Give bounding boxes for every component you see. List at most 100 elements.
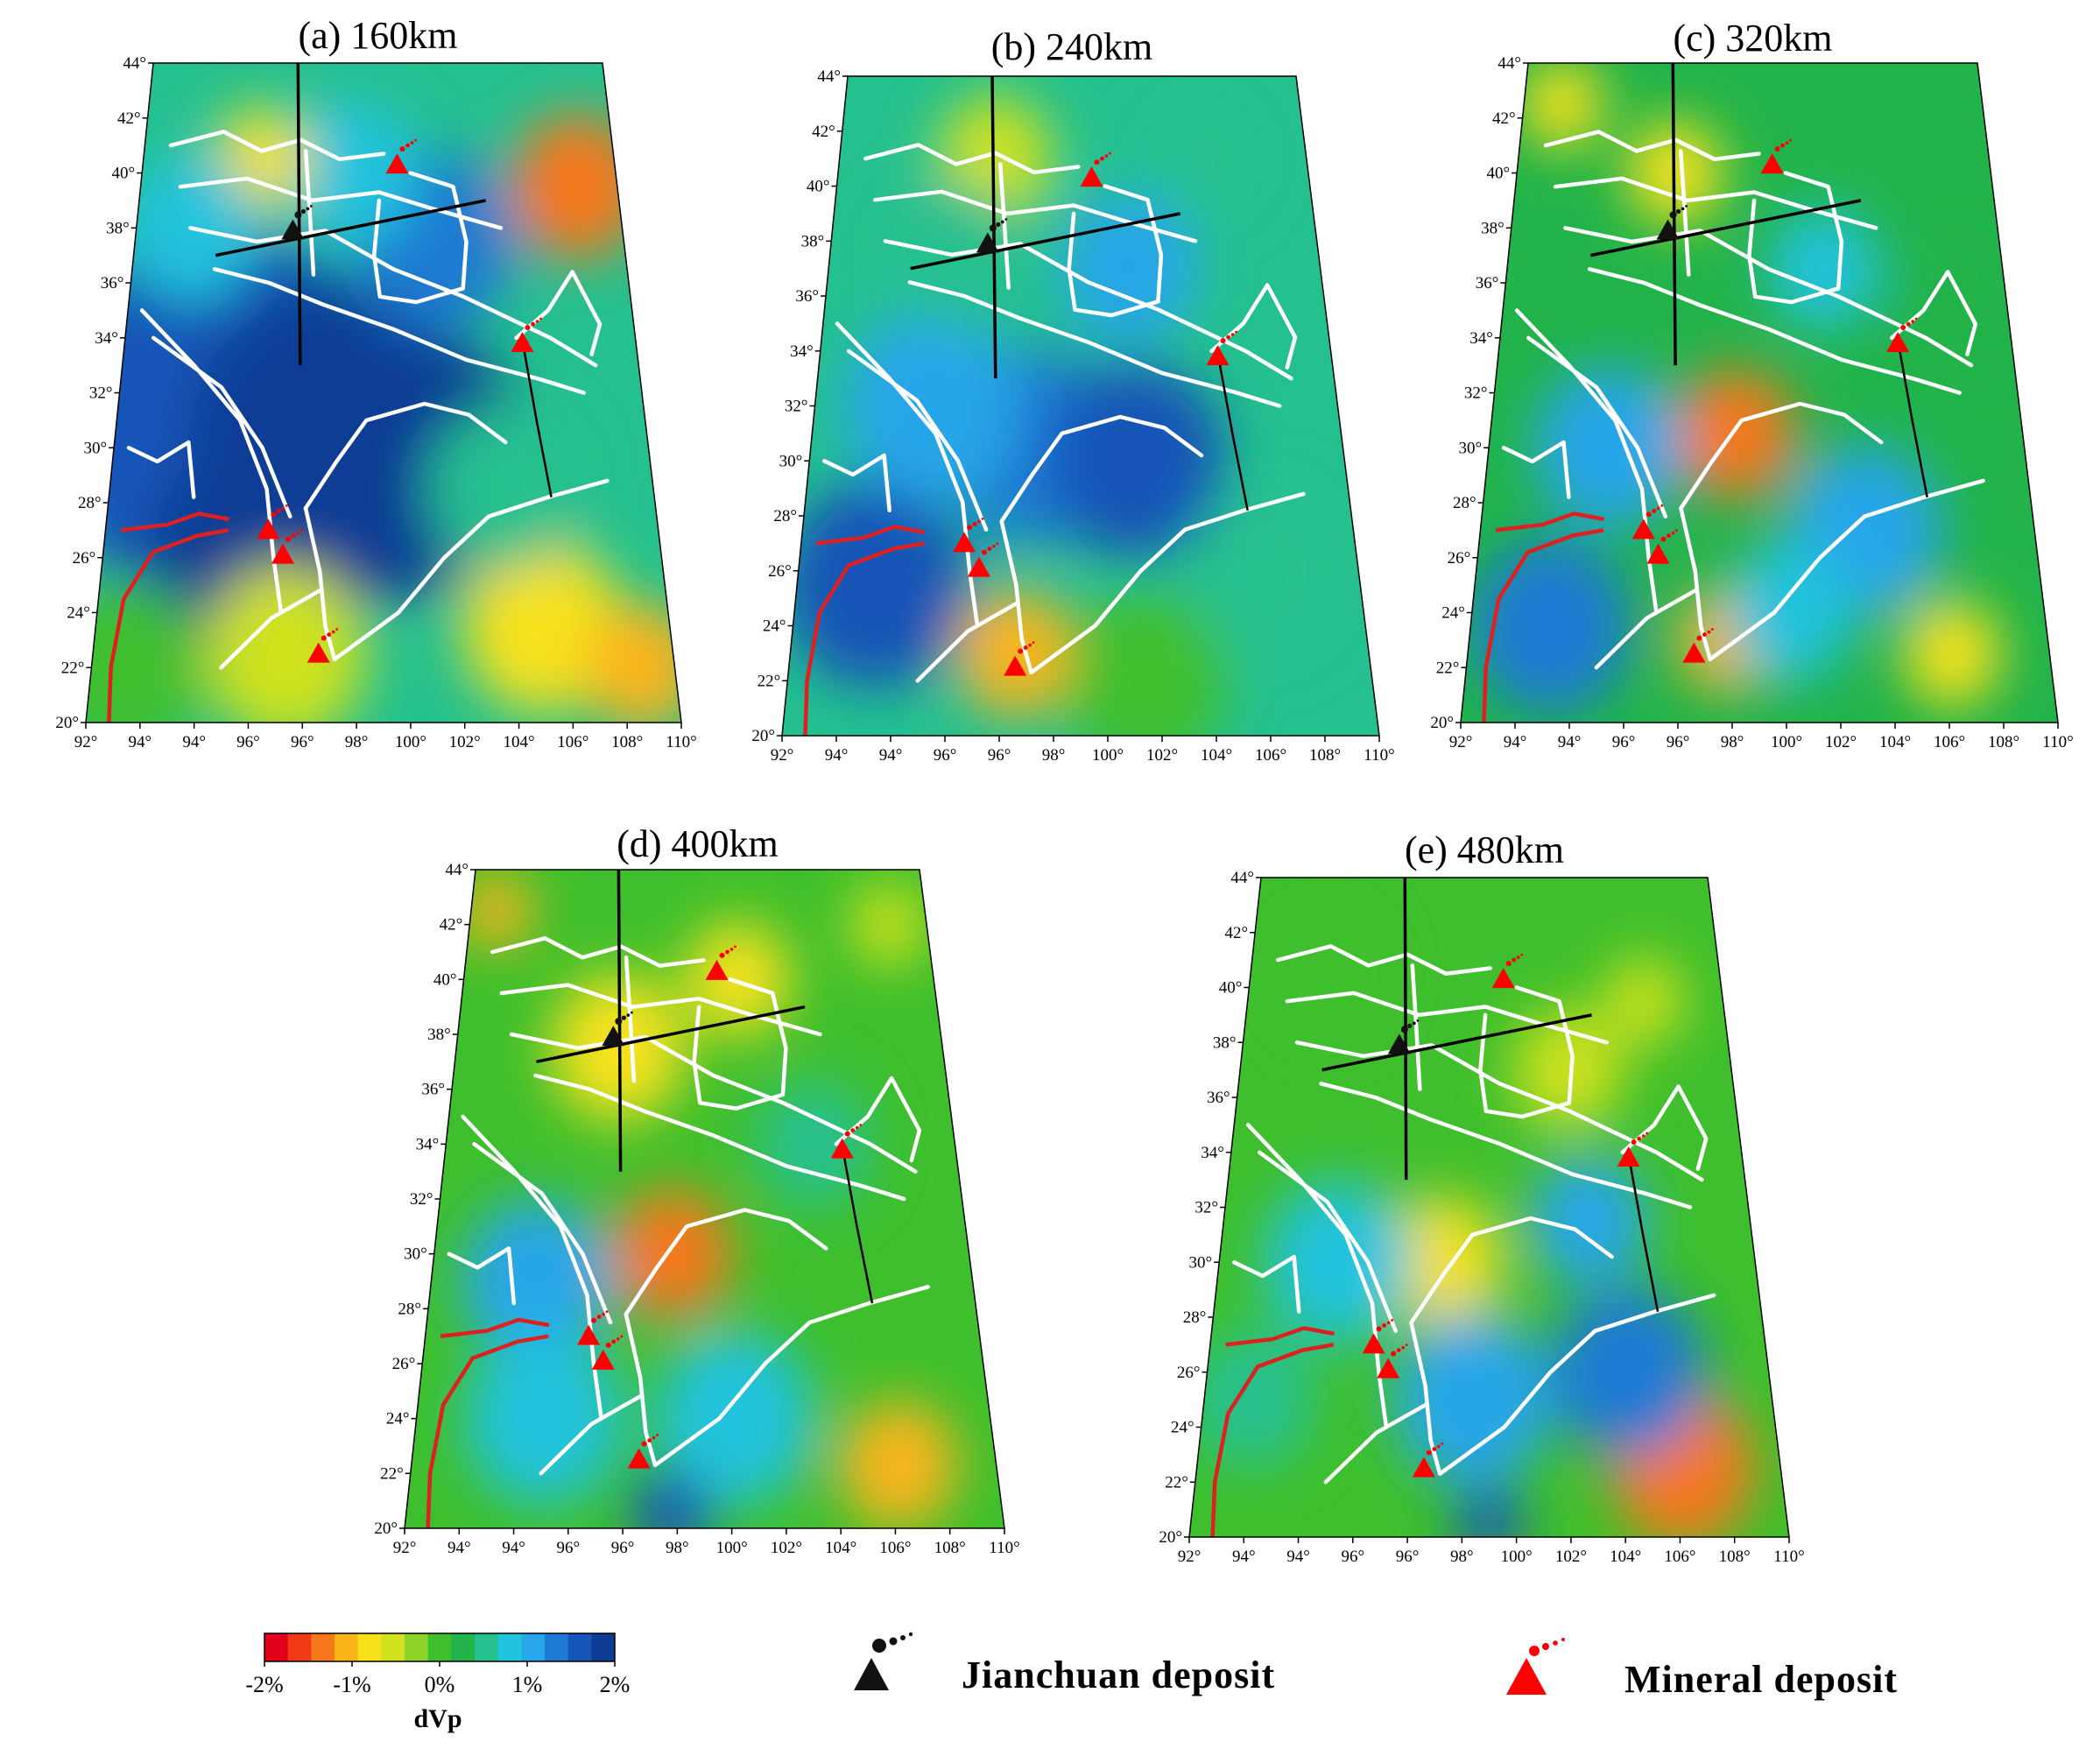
mineral-deposit-icon xyxy=(1362,1318,1393,1354)
lat-tick-label: 32° xyxy=(1464,384,1488,403)
velocity-anomaly xyxy=(1530,1156,1648,1286)
plate-boundary-line xyxy=(440,1317,550,1338)
panel-title-b: (b) 240km xyxy=(991,25,1153,68)
lon-tick-label: 96° xyxy=(291,733,314,751)
fault-line xyxy=(652,1285,931,1468)
lat-tick-label: 38° xyxy=(1481,219,1505,237)
lat-tick-label: 38° xyxy=(106,219,130,237)
lat-tick-label: 28° xyxy=(773,507,797,525)
lon-tick-label: 98° xyxy=(666,1539,689,1557)
colorbar-swatch xyxy=(335,1633,359,1661)
profile-line-ew xyxy=(536,1005,806,1064)
lon-tick-label: 104° xyxy=(1879,733,1911,751)
velocity-anomaly xyxy=(1726,542,1854,683)
fault-line xyxy=(1708,478,1985,662)
fault-line-black xyxy=(1626,1152,1660,1312)
fault-line xyxy=(1587,267,1962,395)
fault-line xyxy=(873,189,1198,243)
lon-tick-label: 100° xyxy=(716,1539,748,1557)
fault-line xyxy=(1294,1040,1704,1182)
lat-tick-label: 30° xyxy=(1189,1253,1213,1272)
lon-tick-label: 104° xyxy=(825,1539,856,1557)
fault-line xyxy=(1563,226,1974,368)
lat-tick-label: 42° xyxy=(812,123,835,141)
colorbar-swatch xyxy=(591,1633,616,1661)
fault-line xyxy=(303,401,508,511)
fault-line xyxy=(1678,149,1691,277)
lon-tick-label: 104° xyxy=(1201,746,1232,765)
mineral-deposit-icon xyxy=(1760,138,1793,174)
fault-line xyxy=(539,1394,642,1476)
mineral-legend: Mineral deposit xyxy=(1506,1638,1897,1701)
velocity-anomaly xyxy=(205,565,367,723)
colorbar-swatch xyxy=(381,1633,405,1661)
fault-line xyxy=(1029,491,1306,675)
fault-line xyxy=(514,270,603,356)
lon-tick-label: 96° xyxy=(557,1539,581,1557)
lat-tick-label: 44° xyxy=(1230,869,1254,887)
fault-line xyxy=(509,1032,918,1174)
colorbar-title: dVp xyxy=(413,1704,462,1733)
map-panel-d: 20° 22° 24° 26° 28° 30° 32° 34° 36° 38° 40° 42° 44° 9… xyxy=(374,822,1019,1557)
fault-line xyxy=(1209,283,1298,370)
fault-line xyxy=(863,143,1081,175)
fault-line xyxy=(461,1114,603,1421)
panel-title-e: (e) 480km xyxy=(1405,829,1564,871)
fault-line xyxy=(821,453,891,512)
lon-tick-label: 98° xyxy=(1042,746,1066,765)
jianchuan-deposit-icon xyxy=(854,1632,913,1690)
lat-tick-label: 40° xyxy=(112,165,136,183)
fault-line xyxy=(332,478,610,662)
lon-tick-label: 108° xyxy=(1309,746,1341,765)
mineral-deposit-icon xyxy=(627,1434,659,1469)
lon-tick-label: 110° xyxy=(989,1539,1019,1557)
lat-tick-label: 44° xyxy=(817,67,841,86)
mineral-deposit-icon xyxy=(1206,330,1237,366)
fault-line xyxy=(1889,270,1978,356)
profile-line-ew xyxy=(1321,1013,1592,1072)
mineral-deposit-icon xyxy=(1377,1343,1408,1379)
lon-tick-label: 98° xyxy=(345,733,369,751)
lat-tick-label: 32° xyxy=(785,398,808,416)
fault-line xyxy=(1323,1403,1427,1484)
lat-tick-label: 20° xyxy=(55,714,79,732)
lat-tick-label: 34° xyxy=(790,342,814,361)
map-panel-c: 20° 22° 24° 26° 28° 30° 32° 34° 36° 38° 40° 42° 44° 9… xyxy=(1430,17,2073,751)
velocity-anomaly xyxy=(1768,208,1879,330)
lat-tick-label: 22° xyxy=(758,672,781,690)
velocity-anomaly xyxy=(1264,1180,1413,1344)
lat-tick-label: 20° xyxy=(374,1520,398,1538)
lon-tick-label: 96° xyxy=(611,1539,635,1557)
lon-tick-label: 96° xyxy=(988,746,1011,765)
jianchuan-deposit-label: Jianchuan deposit xyxy=(962,1654,1275,1696)
lat-tick-label: 42° xyxy=(117,109,141,128)
colorbar-swatch xyxy=(451,1633,476,1661)
fault-line xyxy=(212,267,586,395)
lon-tick-label: 106° xyxy=(1255,746,1286,765)
fault-line xyxy=(1231,1254,1301,1314)
fault-line xyxy=(1553,176,1878,230)
plate-boundary-line xyxy=(107,528,229,723)
velocity-anomaly xyxy=(464,1330,624,1506)
lat-tick-label: 44° xyxy=(123,54,146,73)
jianchuan-deposit-icon xyxy=(1387,1019,1420,1054)
velocity-anomaly xyxy=(612,1188,732,1320)
lon-tick-label: 94° xyxy=(825,746,849,765)
colorbar-swatch xyxy=(311,1633,335,1661)
fault-line xyxy=(178,176,504,230)
lat-tick-label: 24° xyxy=(386,1410,410,1428)
fault-line xyxy=(1478,985,1575,1119)
mineral-deposit-icon xyxy=(967,542,999,577)
lon-tick-label: 110° xyxy=(1364,746,1394,765)
fault-line xyxy=(997,162,1011,290)
lon-tick-label: 100° xyxy=(1501,1548,1533,1566)
velocity-anomaly xyxy=(757,1082,870,1207)
lon-tick-label: 104° xyxy=(503,733,534,751)
colorbar-swatch xyxy=(521,1633,546,1661)
fault-line xyxy=(1438,1293,1716,1477)
fault-line xyxy=(1245,1123,1389,1429)
lon-tick-label: 110° xyxy=(2042,733,2073,751)
fault-line xyxy=(1679,401,1884,511)
lat-tick-label: 32° xyxy=(410,1190,433,1209)
lon-tick-label: 108° xyxy=(611,733,643,751)
